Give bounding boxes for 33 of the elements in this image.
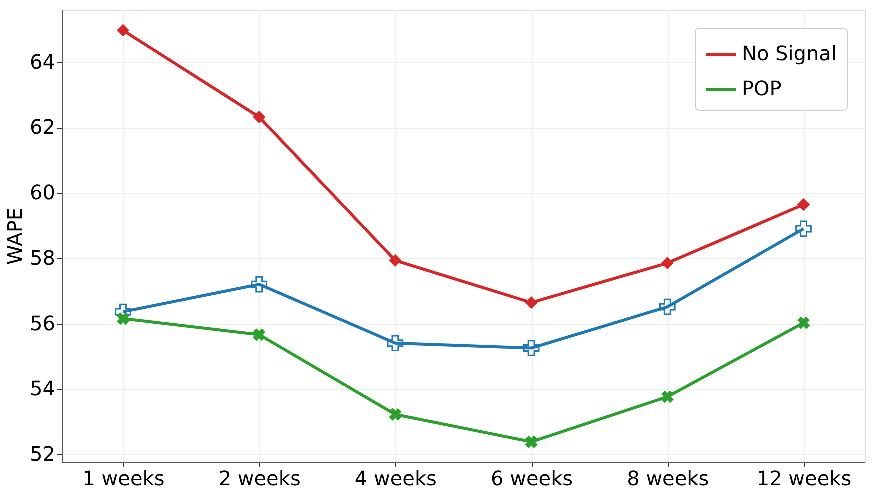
point <box>797 316 810 330</box>
point <box>116 312 130 326</box>
point <box>661 390 674 404</box>
y-tick-label: 54 <box>30 376 56 401</box>
legend-label: No Signal <box>742 42 837 66</box>
point <box>523 340 540 356</box>
x-tick-label: 6 weeks <box>491 466 574 490</box>
point <box>661 256 674 270</box>
point <box>253 110 266 124</box>
point <box>659 298 676 316</box>
point <box>796 220 812 238</box>
point <box>389 408 402 421</box>
y-tick-label: 60 <box>30 180 56 205</box>
y-tick-label: 58 <box>30 246 56 270</box>
point <box>251 276 268 293</box>
point <box>253 328 266 342</box>
x-tick-label: 2 weeks <box>218 466 301 490</box>
y-tick-label: 52 <box>30 442 56 466</box>
x-tick-label: 1 weeks <box>82 466 165 490</box>
y-tick-label: 62 <box>30 115 56 140</box>
point <box>797 198 810 212</box>
y-axis-title: WAPE <box>3 208 28 266</box>
y-tick-label: 64 <box>30 50 56 74</box>
x-tick-label: 12 weeks <box>756 466 852 490</box>
y-tick-label: 56 <box>30 311 56 336</box>
x-tick-label: 4 weeks <box>354 466 437 490</box>
x-tick-label: 8 weeks <box>627 466 710 490</box>
legend-label: POP <box>742 76 782 100</box>
point <box>387 335 404 352</box>
point <box>525 436 538 448</box>
point <box>116 24 130 37</box>
point <box>525 296 538 310</box>
point <box>389 254 402 267</box>
